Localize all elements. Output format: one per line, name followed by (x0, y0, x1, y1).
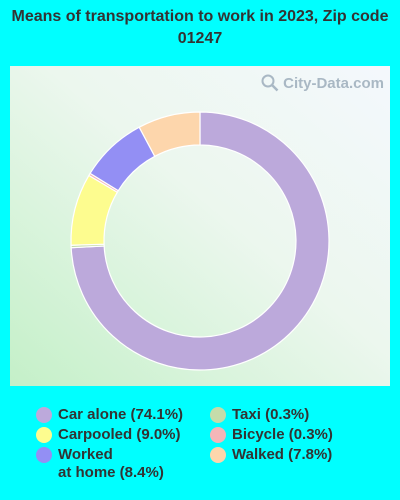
watermark-text: City-Data.com (283, 74, 384, 92)
plot-area (10, 66, 390, 386)
legend-label: Carpooled (9.0%) (58, 426, 181, 443)
legend-item-carpooled: Carpooled (9.0%) (36, 426, 181, 444)
legend-swatch (210, 447, 226, 463)
magnifier-icon (261, 74, 279, 92)
legend-item-worked-at-home: Worked at home (8.4%) (36, 446, 164, 482)
legend-swatch (210, 407, 226, 423)
legend-label: Car alone (74.1%) (58, 406, 184, 423)
legend-label: Taxi (0.3%) (232, 406, 310, 423)
legend-label: Bicycle (0.3%) (232, 426, 333, 443)
chart-title: Means of transportation to work in 2023,… (11, 8, 389, 47)
legend-label: Worked at home (8.4%) (58, 446, 164, 481)
legend-item-walked: Walked (7.8%) (210, 446, 332, 464)
legend-item-bicycle: Bicycle (0.3%) (210, 426, 333, 444)
legend-swatch (36, 407, 52, 423)
legend-item-car-alone: Car alone (74.1%) (36, 406, 183, 424)
legend-swatch (210, 427, 226, 443)
legend-swatch (36, 427, 52, 443)
legend-item-taxi: Taxi (0.3%) (210, 406, 309, 424)
legend-label: Walked (7.8%) (232, 446, 333, 463)
watermark: City-Data.com (261, 74, 384, 92)
legend: Car alone (74.1%) Carpooled (9.0%) Worke… (0, 402, 400, 492)
legend-swatch (36, 447, 52, 463)
